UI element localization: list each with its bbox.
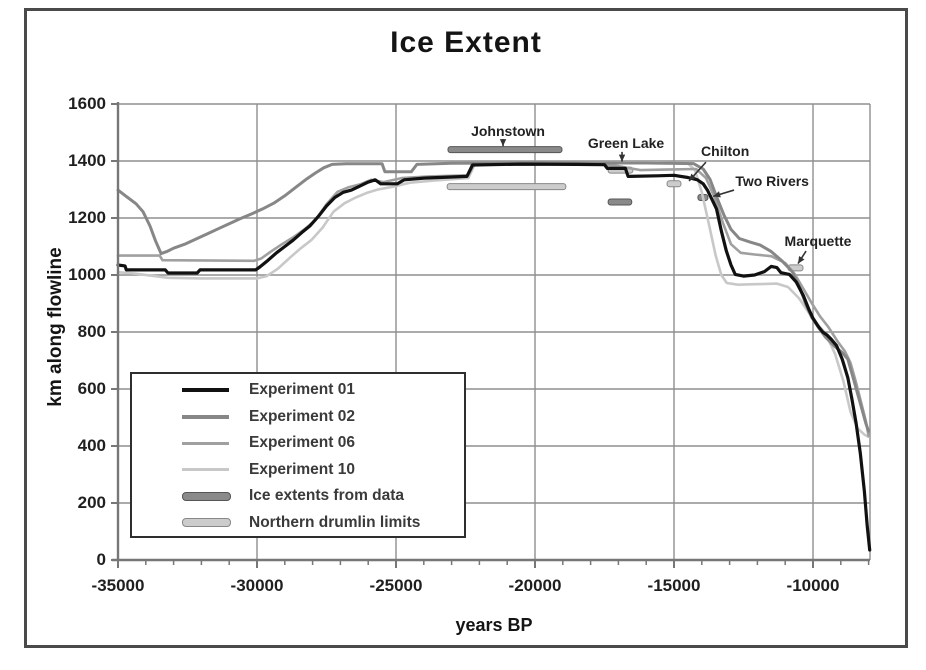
annotation-arrowhead bbox=[689, 173, 697, 181]
x-tick-label: -25000 bbox=[369, 576, 423, 595]
x-axis-title: years BP bbox=[455, 615, 533, 635]
x-tick-label: -20000 bbox=[508, 576, 562, 595]
series-line-experiment-06 bbox=[116, 162, 870, 438]
legend-line-swatch bbox=[182, 414, 229, 419]
series-line-experiment-01 bbox=[116, 162, 872, 552]
legend-item-label: Experiment 06 bbox=[249, 434, 355, 452]
figure-border bbox=[24, 8, 908, 648]
annotation-arrowhead bbox=[797, 255, 805, 264]
legend-item: Experiment 06 bbox=[132, 430, 464, 457]
y-tick-label: 1000 bbox=[68, 265, 106, 284]
x-tick-label: -35000 bbox=[91, 576, 145, 595]
legend-item: Experiment 10 bbox=[132, 457, 464, 484]
legend-line-swatch bbox=[182, 388, 229, 393]
legend-item: Experiment 01 bbox=[132, 377, 464, 404]
chart-title: Ice Extent bbox=[390, 26, 542, 59]
legend-item-label: Ice extents from data bbox=[249, 487, 405, 505]
annotation-arrowhead bbox=[499, 139, 507, 147]
x-tick-label: -10000 bbox=[786, 576, 840, 595]
legend-bar-swatch bbox=[182, 518, 231, 528]
legend-item-label: Experiment 01 bbox=[249, 381, 355, 399]
annotation-arrowhead bbox=[618, 154, 626, 162]
annotation-arrowhead bbox=[713, 191, 721, 198]
legend-item-label: Experiment 02 bbox=[249, 407, 355, 425]
annotation-label-johnstown: Johnstown bbox=[471, 123, 545, 140]
x-tick-label: -15000 bbox=[647, 576, 701, 595]
legend-item-label: Northern drumlin limits bbox=[249, 513, 421, 531]
legend-item: Ice extents from data bbox=[132, 483, 464, 510]
y-tick-label: 400 bbox=[77, 436, 106, 455]
ice_extent-bar bbox=[607, 198, 633, 206]
legend-item-label: Experiment 10 bbox=[249, 460, 355, 478]
y-tick-label: 0 bbox=[96, 550, 106, 569]
x-tick-label: -30000 bbox=[230, 576, 284, 595]
legend-line-swatch bbox=[182, 468, 229, 472]
annotation-label-green-lake: Green Lake bbox=[587, 135, 665, 152]
y-tick-label: 200 bbox=[77, 493, 106, 512]
legend-box: Experiment 01 Experiment 02 Experiment 06 E… bbox=[130, 372, 466, 538]
johnstown-bar bbox=[447, 146, 563, 154]
y-tick-label: 1400 bbox=[68, 151, 106, 170]
legend-bar-swatch bbox=[182, 491, 231, 501]
legend-item: Northern drumlin limits bbox=[132, 510, 464, 537]
legend-item: Experiment 02 bbox=[132, 404, 464, 431]
y-tick-label: 1600 bbox=[68, 94, 106, 113]
y-tick-label: 1200 bbox=[68, 208, 106, 227]
y-tick-label: 600 bbox=[77, 379, 106, 398]
annotation-label-marquette: Marquette bbox=[784, 233, 852, 250]
drumlin-bar bbox=[446, 183, 567, 191]
annotation-label-chilton: Chilton bbox=[701, 143, 750, 160]
legend-line-swatch bbox=[182, 441, 229, 445]
chilton-bar bbox=[666, 180, 682, 188]
y-tick-label: 800 bbox=[77, 322, 106, 341]
annotation-label-two-rivers: Two Rivers bbox=[735, 172, 809, 189]
